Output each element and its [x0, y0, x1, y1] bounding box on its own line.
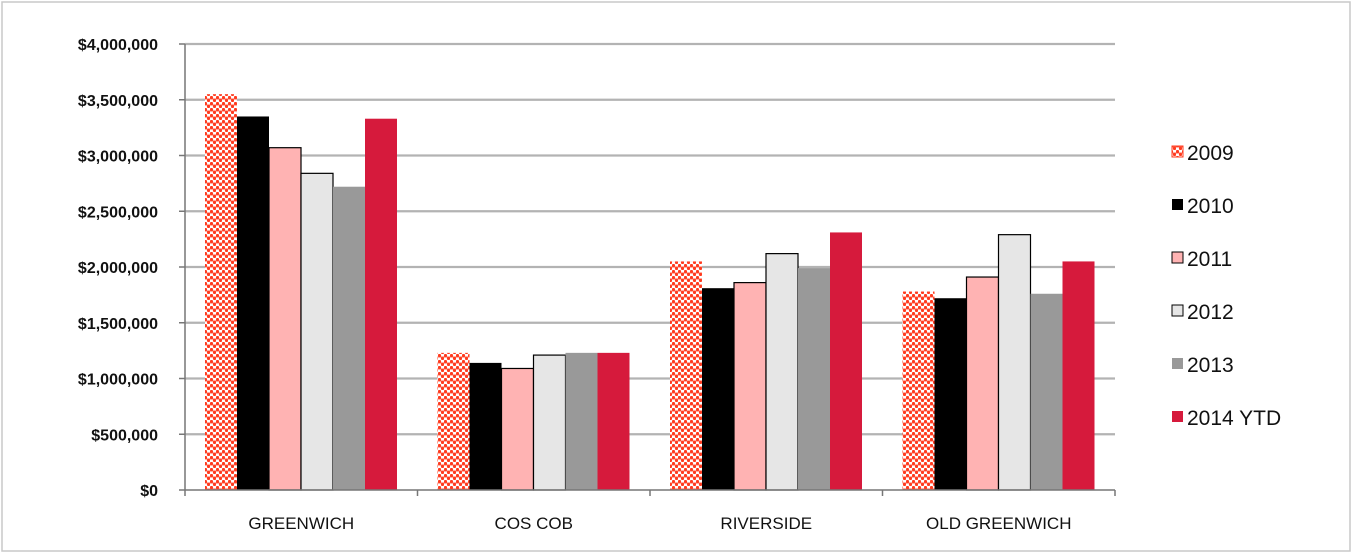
x-tick-label: COS COB [495, 514, 573, 533]
bar-2009-greenwich [205, 94, 237, 491]
legend-swatch-2010 [1172, 199, 1183, 210]
bars [205, 94, 1095, 491]
bar-2014-ytd-old-greenwich [1062, 261, 1095, 490]
legend-swatch-2012 [1171, 304, 1184, 317]
bar-2010-cos-cob [469, 362, 502, 490]
bar-2014-ytd-riverside [830, 232, 862, 490]
bar-2012-old-greenwich [997, 234, 1032, 491]
y-tick-label: $1,000,000 [78, 372, 158, 389]
bar-2013-cos-cob [565, 352, 598, 490]
bar-2009-cos-cob [437, 352, 470, 490]
y-tick-label: $500,000 [91, 427, 158, 444]
bar-2013-old-greenwich [1030, 293, 1063, 490]
y-tick-label: $4,000,000 [78, 37, 158, 54]
bar-2010-greenwich [237, 116, 269, 490]
x-axis: GREENWICH COS COB RIVERSIDE OLD GREENWICH [184, 489, 1116, 533]
legend-label: 2011 [1187, 248, 1232, 271]
x-tick-label: OLD GREENWICH [926, 514, 1071, 533]
y-axis: $0 $500,000 $1,000,000 $1,500,000 $2,000,000… [78, 37, 186, 500]
legend-swatch-2009 [1171, 145, 1184, 158]
legend-label: 2013 [1187, 354, 1234, 377]
bar-2011-greenwich [268, 147, 302, 491]
legend-label: 2009 [1187, 142, 1234, 165]
y-tick-label: $2,000,000 [78, 260, 158, 277]
bar-2013-riverside [798, 268, 830, 490]
x-tick-label: GREENWICH [248, 514, 354, 533]
bar-2010-old-greenwich [934, 298, 967, 490]
bar-2009-riverside [670, 261, 702, 490]
legend-label: 2010 [1187, 195, 1234, 218]
legend-swatch-2014-ytd [1172, 411, 1183, 422]
x-tick-label: RIVERSIDE [720, 514, 812, 533]
legend-swatch-2013 [1172, 358, 1183, 369]
bar-2011-cos-cob [500, 367, 535, 491]
top-caption-fragment [0, 0, 1352, 14]
y-tick-label: $0 [140, 483, 158, 500]
y-tick-label: $2,500,000 [78, 204, 158, 221]
bar-2013-greenwich [333, 186, 365, 490]
bar-2014-ytd-cos-cob [597, 352, 630, 490]
y-tick-label: $1,500,000 [78, 316, 158, 333]
legend-swatch-2011 [1171, 251, 1184, 264]
bar-2010-riverside [702, 288, 734, 490]
y-tick-label: $3,000,000 [78, 149, 158, 166]
legend: 2009 2010 2011 2012 2013 2014 YTD [1171, 142, 1281, 430]
bar-2012-cos-cob [532, 354, 567, 491]
bar-2009-old-greenwich [902, 291, 935, 490]
y-tick-label: $3,500,000 [78, 93, 158, 110]
legend-label: 2014 YTD [1187, 407, 1281, 430]
bar-2011-riverside [733, 282, 767, 491]
bar-2012-riverside [765, 253, 799, 491]
bar-2011-old-greenwich [965, 276, 1000, 491]
legend-label: 2012 [1187, 301, 1234, 324]
bar-2014-ytd-greenwich [365, 118, 397, 490]
bar-2012-greenwich [300, 172, 334, 491]
